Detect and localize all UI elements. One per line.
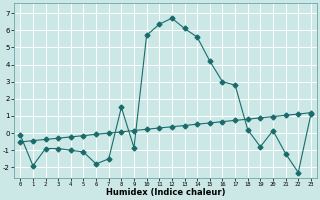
X-axis label: Humidex (Indice chaleur): Humidex (Indice chaleur) <box>106 188 225 197</box>
